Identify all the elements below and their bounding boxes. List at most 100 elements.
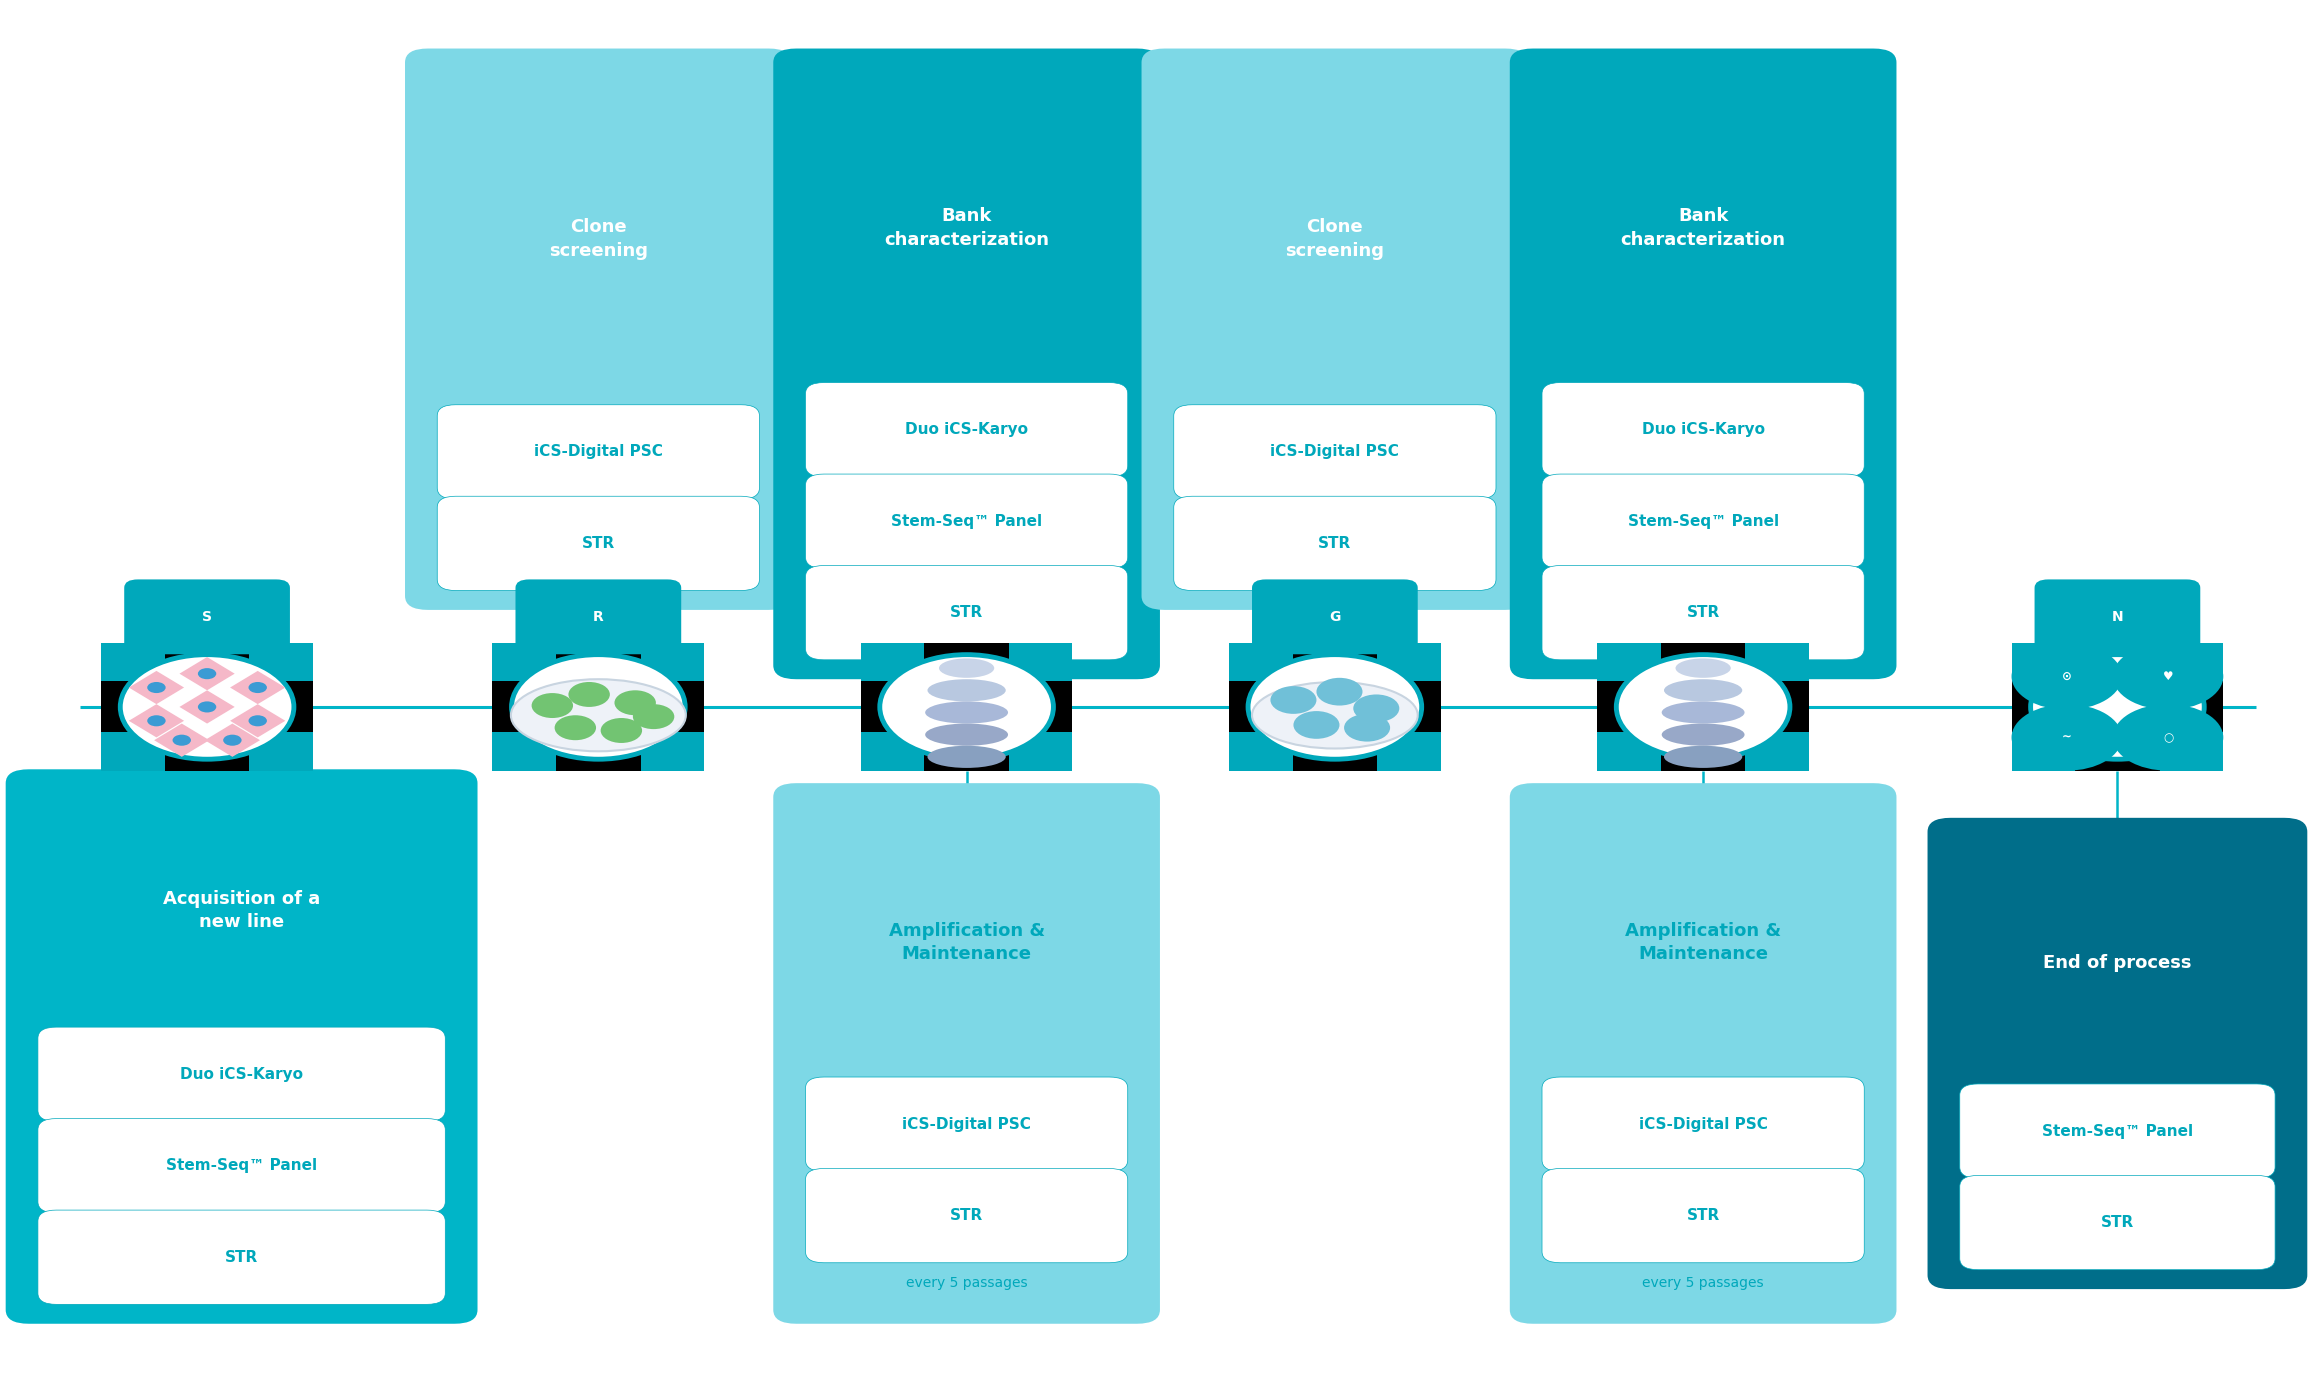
FancyBboxPatch shape xyxy=(861,732,923,770)
FancyBboxPatch shape xyxy=(102,732,165,770)
FancyBboxPatch shape xyxy=(436,405,759,498)
Ellipse shape xyxy=(940,658,995,678)
Polygon shape xyxy=(179,657,234,690)
FancyBboxPatch shape xyxy=(1543,382,1865,477)
FancyBboxPatch shape xyxy=(1378,732,1441,770)
Text: Bank
characterization: Bank characterization xyxy=(1622,207,1786,249)
FancyBboxPatch shape xyxy=(1543,566,1865,659)
FancyBboxPatch shape xyxy=(1141,49,1529,610)
Circle shape xyxy=(146,682,165,693)
FancyBboxPatch shape xyxy=(1230,643,1292,682)
FancyBboxPatch shape xyxy=(2011,643,2223,770)
Circle shape xyxy=(1271,686,1315,714)
FancyBboxPatch shape xyxy=(37,1119,445,1212)
FancyBboxPatch shape xyxy=(805,1169,1128,1263)
Text: G: G xyxy=(1329,610,1341,624)
FancyBboxPatch shape xyxy=(1174,405,1496,498)
Text: STR: STR xyxy=(2102,1215,2134,1231)
Text: Stem-Seq™ Panel: Stem-Seq™ Panel xyxy=(1629,514,1779,529)
FancyBboxPatch shape xyxy=(640,732,705,770)
Circle shape xyxy=(510,655,684,759)
Circle shape xyxy=(1353,694,1399,722)
Circle shape xyxy=(879,655,1053,759)
Text: STR: STR xyxy=(949,605,984,620)
FancyBboxPatch shape xyxy=(102,643,313,770)
Text: Duo iCS-Karyo: Duo iCS-Karyo xyxy=(1643,423,1766,437)
Text: N: N xyxy=(2111,610,2123,624)
Text: STR: STR xyxy=(1687,1208,1719,1224)
FancyBboxPatch shape xyxy=(1596,643,1661,682)
Ellipse shape xyxy=(1661,701,1745,724)
Text: iCS-Digital PSC: iCS-Digital PSC xyxy=(902,1117,1030,1131)
Polygon shape xyxy=(204,724,260,757)
FancyBboxPatch shape xyxy=(805,566,1128,659)
FancyBboxPatch shape xyxy=(1745,643,1810,682)
FancyBboxPatch shape xyxy=(492,643,705,770)
FancyBboxPatch shape xyxy=(1230,732,1292,770)
FancyBboxPatch shape xyxy=(2160,732,2223,770)
Text: STR: STR xyxy=(949,1208,984,1224)
Text: S: S xyxy=(202,610,211,624)
FancyBboxPatch shape xyxy=(37,1210,445,1305)
Circle shape xyxy=(2114,704,2223,770)
FancyBboxPatch shape xyxy=(1378,643,1441,682)
Text: Duo iCS-Karyo: Duo iCS-Karyo xyxy=(181,1067,304,1082)
Text: STR: STR xyxy=(225,1250,258,1264)
FancyBboxPatch shape xyxy=(773,783,1160,1324)
Circle shape xyxy=(2011,704,2123,770)
Circle shape xyxy=(601,718,643,743)
FancyBboxPatch shape xyxy=(2035,580,2199,654)
Text: Duo iCS-Karyo: Duo iCS-Karyo xyxy=(905,423,1028,437)
Circle shape xyxy=(1617,655,1791,759)
Text: End of process: End of process xyxy=(2044,955,2192,973)
FancyBboxPatch shape xyxy=(492,732,557,770)
FancyBboxPatch shape xyxy=(1543,1169,1865,1263)
Circle shape xyxy=(568,682,610,707)
FancyBboxPatch shape xyxy=(1928,818,2308,1289)
FancyBboxPatch shape xyxy=(1543,1077,1865,1172)
FancyBboxPatch shape xyxy=(1510,49,1895,679)
Ellipse shape xyxy=(1663,746,1742,769)
Text: ∼: ∼ xyxy=(2062,731,2072,743)
FancyBboxPatch shape xyxy=(1596,643,1810,770)
Ellipse shape xyxy=(1675,658,1731,678)
FancyBboxPatch shape xyxy=(37,1028,445,1121)
FancyBboxPatch shape xyxy=(1253,580,1418,654)
FancyBboxPatch shape xyxy=(1174,496,1496,591)
FancyBboxPatch shape xyxy=(805,382,1128,477)
FancyBboxPatch shape xyxy=(102,643,165,682)
Circle shape xyxy=(615,690,657,715)
Text: STR: STR xyxy=(1687,605,1719,620)
Polygon shape xyxy=(230,704,285,738)
Circle shape xyxy=(2114,643,2223,710)
FancyBboxPatch shape xyxy=(640,643,705,682)
Text: Stem-Seq™ Panel: Stem-Seq™ Panel xyxy=(167,1158,318,1173)
Circle shape xyxy=(223,735,241,746)
Polygon shape xyxy=(179,690,234,724)
Polygon shape xyxy=(230,671,285,704)
FancyBboxPatch shape xyxy=(1543,475,1865,568)
Text: iCS-Digital PSC: iCS-Digital PSC xyxy=(1271,444,1399,459)
FancyBboxPatch shape xyxy=(1596,732,1661,770)
Polygon shape xyxy=(130,671,183,704)
Text: ○: ○ xyxy=(2162,731,2174,743)
Circle shape xyxy=(2011,643,2123,710)
Text: Stem-Seq™ Panel: Stem-Seq™ Panel xyxy=(891,514,1042,529)
Ellipse shape xyxy=(1663,679,1742,701)
Circle shape xyxy=(1248,655,1422,759)
Text: Stem-Seq™ Panel: Stem-Seq™ Panel xyxy=(2042,1124,2192,1138)
Circle shape xyxy=(197,668,216,679)
Circle shape xyxy=(633,704,675,729)
FancyBboxPatch shape xyxy=(251,732,313,770)
Circle shape xyxy=(248,682,267,693)
Circle shape xyxy=(2030,655,2204,759)
Text: every 5 passages: every 5 passages xyxy=(905,1277,1028,1291)
FancyBboxPatch shape xyxy=(1009,643,1072,682)
Circle shape xyxy=(197,701,216,713)
Text: ♥: ♥ xyxy=(2162,671,2174,683)
FancyBboxPatch shape xyxy=(1745,732,1810,770)
Ellipse shape xyxy=(1253,682,1418,749)
Circle shape xyxy=(554,715,596,741)
Ellipse shape xyxy=(928,746,1007,769)
Circle shape xyxy=(531,693,573,718)
